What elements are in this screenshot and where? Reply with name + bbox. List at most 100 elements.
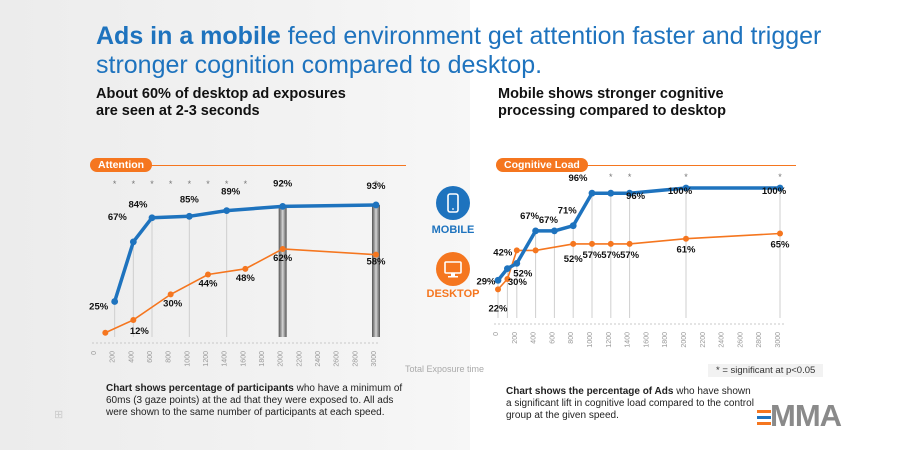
significance-asterisk: * bbox=[169, 179, 173, 189]
x-tick-label: 400 bbox=[128, 351, 135, 363]
page-headline: Ads in a mobile feed environment get att… bbox=[96, 22, 886, 80]
x-tick-label: 1600 bbox=[643, 332, 650, 348]
mobile-point bbox=[776, 184, 784, 192]
mobile-point bbox=[504, 265, 511, 272]
right-subhead: Mobile shows stronger cognitive processi… bbox=[498, 86, 726, 120]
mobile-point bbox=[569, 222, 577, 230]
mobile-data-label: 25% bbox=[89, 302, 109, 313]
desktop-data-label: 48% bbox=[236, 273, 256, 284]
x-tick-label: 1000 bbox=[587, 332, 594, 348]
significance-asterisk: * bbox=[609, 172, 613, 182]
desktop-data-label: 65% bbox=[770, 240, 790, 251]
x-axis-title: Total Exposure time bbox=[405, 364, 485, 374]
desktop-data-label: 30% bbox=[508, 277, 528, 288]
desktop-point bbox=[607, 240, 614, 247]
attention-pill-rule bbox=[96, 165, 406, 166]
x-tick-label: 2000 bbox=[681, 332, 688, 348]
attention-chart: * * * * * * * * * * 25% 67%84% 85% 89% 92% 93% 12% 30% 44%… bbox=[89, 178, 386, 366]
mobile-data-label: 100% bbox=[762, 186, 787, 197]
left-caption-bold: Chart shows percentage of participants bbox=[106, 383, 294, 394]
x-tick-label: 0 bbox=[91, 351, 98, 355]
monitor-icon bbox=[444, 261, 462, 278]
mobile-label: MOBILE bbox=[431, 224, 475, 236]
desktop-point bbox=[504, 276, 511, 282]
left-subhead: About 60% of desktop ad exposures are se… bbox=[96, 86, 346, 120]
mobile-point bbox=[111, 298, 119, 305]
x-tick-label: 2000 bbox=[278, 351, 285, 367]
significance-asterisk: * bbox=[132, 179, 136, 189]
desktop-data-label: 57% bbox=[582, 250, 602, 261]
x-tick-label: 2800 bbox=[352, 351, 359, 367]
x-tick-label: 1000 bbox=[184, 351, 191, 367]
desktop-point bbox=[242, 265, 249, 272]
mobile-data-label: 67% bbox=[108, 212, 128, 223]
mobile-data-label: 96% bbox=[568, 173, 588, 184]
significance-asterisk: * bbox=[628, 172, 632, 182]
desktop-point bbox=[532, 247, 539, 254]
mobile-point bbox=[185, 212, 193, 220]
mobile-data-label: 71% bbox=[558, 206, 578, 217]
mobile-point bbox=[682, 184, 690, 192]
mobile-point bbox=[626, 189, 633, 197]
x-tick-label: 200 bbox=[110, 351, 117, 363]
headline-bold: Ads in a mobile bbox=[96, 22, 281, 50]
left-caption: Chart shows percentage of participants w… bbox=[106, 383, 406, 419]
left-panel-background bbox=[0, 0, 470, 450]
x-tick-label: 2200 bbox=[700, 332, 707, 348]
x-tick-label: 1400 bbox=[625, 332, 632, 348]
x-tick-label: 3000 bbox=[371, 351, 378, 367]
significance-asterisk: * bbox=[244, 179, 248, 189]
x-tick-label: 0 bbox=[493, 332, 500, 336]
x-tick-label: 2600 bbox=[334, 351, 341, 367]
mobile-data-label: 67% bbox=[520, 211, 540, 222]
significance-note: * = significant at p<0.05 bbox=[708, 364, 824, 377]
significance-asterisk: * bbox=[113, 179, 117, 189]
desktop-data-label: 61% bbox=[676, 245, 696, 256]
desktop-point bbox=[495, 286, 501, 293]
desktop-point bbox=[589, 240, 595, 247]
mobile-point bbox=[551, 227, 558, 235]
desktop-point bbox=[205, 271, 211, 278]
significance-asterisk: * bbox=[225, 179, 229, 189]
desktop-point bbox=[626, 240, 633, 247]
mma-logo: MMA bbox=[770, 398, 842, 433]
desktop-point bbox=[683, 235, 689, 242]
mobile-point bbox=[588, 189, 596, 197]
left-subhead-line2: are seen at 2-3 seconds bbox=[96, 103, 260, 119]
mobile-data-label: 96% bbox=[626, 191, 646, 202]
right-caption-rest: who have shown a significant lift in cog… bbox=[506, 386, 754, 421]
desktop-data-label: 44% bbox=[198, 279, 218, 290]
mobile-data-label: 89% bbox=[221, 187, 241, 198]
x-tick-label: 1800 bbox=[662, 332, 669, 348]
x-tick-label: 200 bbox=[512, 332, 519, 344]
mobile-data-label: 67% bbox=[539, 215, 559, 226]
mobile-data-label: 84% bbox=[128, 200, 148, 211]
desktop-data-label: 57% bbox=[620, 250, 640, 261]
x-tick-label: 1400 bbox=[222, 351, 229, 367]
x-tick-label: 800 bbox=[166, 351, 173, 363]
mobile-data-label: 85% bbox=[180, 194, 200, 205]
significance-asterisk: * bbox=[281, 179, 285, 189]
mobile-point bbox=[129, 238, 137, 246]
mobile-point bbox=[607, 189, 615, 197]
desktop-data-label: 30% bbox=[163, 298, 183, 309]
desktop-series-line bbox=[497, 232, 781, 290]
mobile-point bbox=[223, 207, 231, 215]
mobile-data-label: 29% bbox=[476, 276, 496, 287]
desktop-data-label: 57% bbox=[601, 250, 621, 261]
x-tick-label: 800 bbox=[568, 332, 575, 344]
mobile-point bbox=[148, 214, 156, 222]
mobile-point bbox=[372, 201, 380, 209]
mma-logo-bars bbox=[757, 410, 771, 425]
mobile-point bbox=[513, 260, 521, 267]
x-tick-label: 400 bbox=[531, 332, 538, 344]
x-tick-label: 2400 bbox=[719, 332, 726, 348]
mobile-point bbox=[494, 276, 502, 284]
right-caption-bold: Chart shows the percentage of Ads bbox=[506, 386, 674, 397]
headline-rest: feed environment get attention faster an… bbox=[96, 22, 822, 79]
desktop-point bbox=[373, 251, 379, 258]
desktop-data-label: 22% bbox=[488, 303, 508, 314]
significance-asterisk: * bbox=[206, 179, 210, 189]
mobile-badge bbox=[436, 186, 470, 220]
desktop-point bbox=[777, 230, 783, 237]
